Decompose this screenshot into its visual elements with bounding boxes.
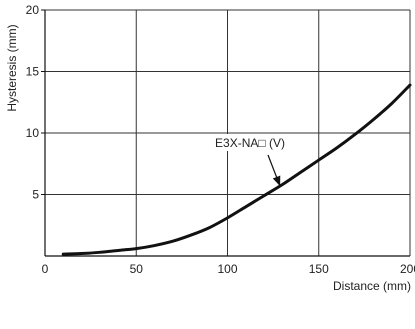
series-point-0-18 <box>391 103 392 104</box>
x-tick-label-50: 50 <box>130 262 144 276</box>
x-axis-title: Distance (mm) <box>333 279 411 293</box>
series-point-0-0 <box>63 254 64 255</box>
tick-labels: 0 50 100 150 200 5 10 15 20 Distance (mm) Hysteres… <box>5 3 415 293</box>
annotation-arrow-0 <box>267 154 281 187</box>
series-point-0-2 <box>99 252 100 253</box>
series-point-0-9 <box>227 217 228 218</box>
annotation-bg-0 <box>188 134 312 151</box>
y-tick-label-10: 10 <box>26 126 40 140</box>
y-tick-label-15: 15 <box>26 65 40 79</box>
x-tick-label-100: 100 <box>217 262 237 276</box>
grid-lines <box>45 9 411 256</box>
y-axis-title: Hysteresis (mm) <box>5 24 19 111</box>
y-tick-label-20: 20 <box>26 3 40 17</box>
x-tick-label-0: 0 <box>42 262 49 276</box>
annotation-layer: E3X-NA□ (V) <box>188 134 312 187</box>
series-point-0-7 <box>191 235 192 236</box>
series-point-0-15 <box>337 147 338 148</box>
series-point-0-5 <box>154 245 155 246</box>
series-point-0-1 <box>81 253 82 254</box>
x-tick-label-200: 200 <box>400 262 415 276</box>
series-point-0-4 <box>136 248 137 249</box>
series-point-0-11 <box>264 195 265 196</box>
series-point-0-6 <box>172 241 173 242</box>
annotation-label-0: E3X-NA□ (V) <box>215 136 285 150</box>
x-tick-label-150: 150 <box>309 262 329 276</box>
series-point-0-8 <box>209 227 210 228</box>
axes <box>41 9 410 257</box>
series-point-0-3 <box>118 250 119 251</box>
series-point-0-19 <box>410 85 411 86</box>
series-point-0-13 <box>300 172 301 173</box>
series-layer <box>61 83 412 256</box>
series-point-0-10 <box>245 206 246 207</box>
series-point-0-16 <box>355 134 356 135</box>
series-point-0-17 <box>373 119 374 120</box>
series-line-0 <box>61 83 412 256</box>
series-point-0-14 <box>318 160 319 161</box>
series-point-0-12 <box>282 184 283 185</box>
y-tick-label-5: 5 <box>32 188 39 202</box>
